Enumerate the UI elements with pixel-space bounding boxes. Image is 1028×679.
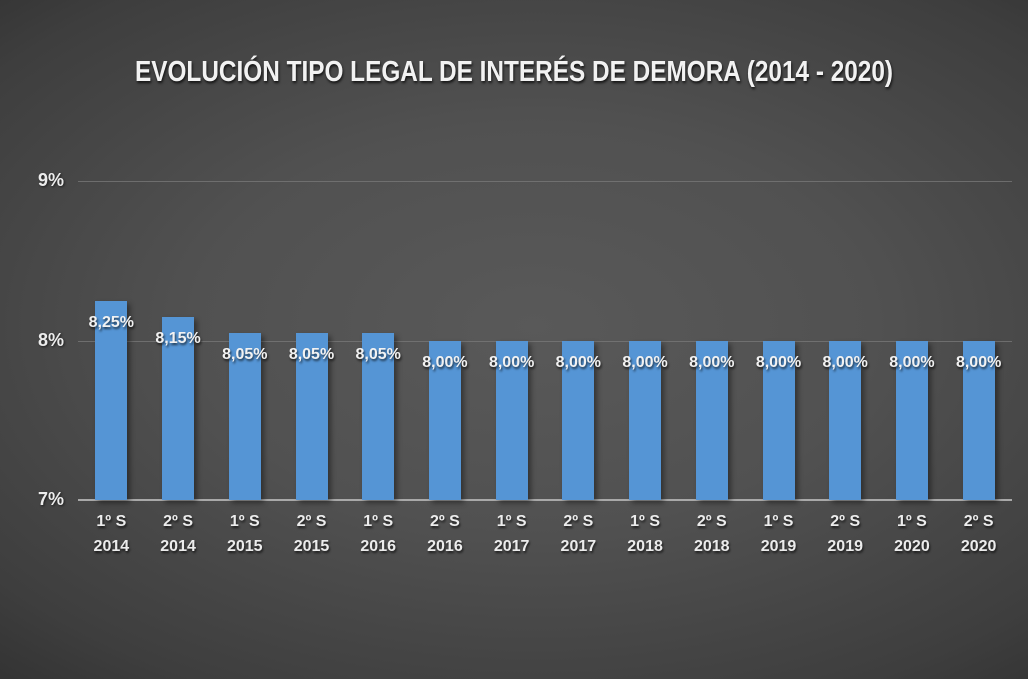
category-year: 2016 (360, 538, 396, 555)
bar-value-label: 8,00% (955, 353, 1002, 371)
category-year: 2020 (894, 538, 930, 555)
category-semester: 2º S (429, 513, 460, 530)
bar-value-label: 8,05% (288, 345, 335, 363)
category-semester: 1º S (496, 513, 527, 530)
category-semester: 1º S (630, 513, 660, 530)
bar (95, 300, 128, 500)
y-axis-tick-label: 7% (37, 489, 64, 509)
category-semester: 1º S (763, 513, 794, 530)
x-axis-category-label: 1º S 2019 (761, 509, 797, 559)
bar-value-label: 8,00% (822, 353, 868, 371)
bar-value-label: 8,00% (889, 353, 935, 371)
bar-value-label: 8,05% (355, 345, 401, 363)
x-axis-category-label: 2º S 2016 (427, 509, 463, 559)
bar (962, 340, 995, 500)
x-axis-category-label: 1º S 2018 (627, 509, 663, 559)
category-semester: 2º S (296, 513, 327, 530)
category-year: 2016 (427, 538, 463, 555)
category-year: 2019 (760, 538, 797, 555)
bar (162, 316, 195, 500)
x-axis-category-label: 2º S 2020 (961, 509, 997, 559)
category-semester: 2º S (830, 513, 861, 530)
bar (829, 340, 862, 500)
category-semester: 2º S (163, 513, 193, 530)
category-year: 2014 (160, 538, 196, 555)
x-axis-category-label: 2º S 2018 (694, 509, 730, 559)
bar-value-label: 8,00% (755, 353, 802, 371)
category-semester: 1º S (96, 513, 127, 530)
category-year: 2018 (693, 538, 730, 555)
x-axis-category-label: 2º S 2014 (160, 509, 196, 559)
category-year: 2015 (293, 538, 330, 555)
category-year: 2017 (493, 538, 530, 555)
x-axis-category-label: 1º S 2014 (94, 509, 130, 559)
bar (362, 332, 395, 500)
x-axis-category-label: 1º S 2015 (227, 509, 263, 559)
bar-value-label: 8,25% (88, 313, 135, 331)
bar-value-label: 8,00% (622, 353, 668, 371)
bar-value-label: 8,05% (222, 345, 268, 363)
chart-title: EVOLUCIÓN TIPO LEGAL DE INTERÉS DE DEMOR… (134, 56, 894, 88)
bar-value-label: 8,00% (555, 353, 602, 371)
bar (428, 340, 461, 500)
category-semester: 1º S (229, 513, 260, 530)
category-year: 2018 (627, 538, 663, 555)
category-year: 2015 (226, 538, 263, 555)
x-axis-category-label: 1º S 2017 (494, 509, 530, 559)
category-year: 2020 (960, 538, 997, 555)
bar (562, 340, 595, 500)
category-semester: 1º S (896, 513, 927, 530)
x-axis-line (78, 499, 1012, 501)
y-axis-tick-label: 8% (37, 329, 64, 350)
category-year: 2019 (827, 538, 863, 555)
category-semester: 1º S (363, 513, 394, 530)
x-axis-category-label: 2º S 2015 (294, 509, 330, 559)
category-semester: 2º S (696, 513, 727, 530)
category-year: 2017 (560, 538, 597, 555)
bar-value-label: 8,00% (422, 353, 468, 371)
x-axis-category-label: 2º S 2019 (827, 509, 863, 559)
gridline (78, 181, 1012, 182)
bar (762, 340, 795, 500)
bar-value-label: 8,00% (488, 353, 535, 371)
y-axis-tick-label: 9% (37, 170, 64, 190)
bar (228, 332, 261, 500)
bar (895, 340, 928, 500)
gridline (78, 340, 1012, 342)
x-axis-category-label: 1º S 2020 (894, 509, 930, 559)
bar (695, 340, 728, 500)
category-semester: 2º S (963, 513, 994, 530)
bar (295, 332, 328, 500)
category-year: 2014 (93, 538, 130, 555)
bar-value-label: 8,15% (155, 329, 201, 347)
bar (495, 340, 528, 500)
bar-value-label: 8,00% (689, 353, 735, 371)
x-axis-category-label: 2º S 2017 (561, 509, 597, 559)
x-axis-category-label: 1º S 2016 (360, 509, 396, 559)
category-semester: 2º S (563, 513, 594, 530)
bar (629, 340, 662, 500)
